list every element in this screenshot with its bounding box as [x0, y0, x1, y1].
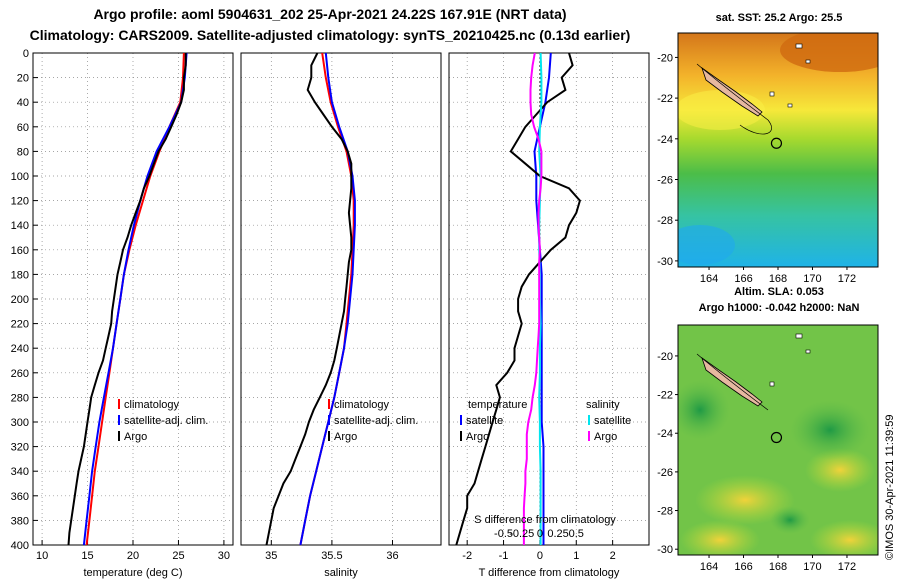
secondary-tick-label: 0.5 [569, 528, 584, 540]
y-tick-label: 40 [17, 97, 29, 109]
series-temperature-argo [455, 52, 582, 546]
x-tick-label: 0 [537, 550, 543, 562]
y-tick-label: 280 [11, 392, 29, 404]
legend-label-climatology: climatology [334, 399, 390, 411]
legend-label-argo: Argo [334, 431, 357, 443]
plot-frame [240, 52, 442, 546]
y-tick-label: 20 [17, 73, 29, 85]
x-tick-label: 25 [172, 550, 184, 562]
x-tick-label: 30 [218, 550, 230, 562]
sla-map-title-1: Altim. SLA: 0.053 [734, 286, 824, 298]
temperature-panel: 10 15 20 25 30020406080100120140160180200220… [11, 48, 234, 579]
map-lon-label: 172 [838, 273, 856, 285]
legend-title-temperature: temperature [468, 399, 527, 411]
x-axis-label: T difference from climatology [479, 567, 620, 579]
secondary-tick-label: -0.5 [494, 528, 513, 540]
difference-panel: T difference from climatology -2 -1 0 1 2 S di… [448, 52, 650, 579]
map-lat-label: -26 [657, 467, 673, 479]
x-tick-label: 35.5 [321, 550, 342, 562]
y-tick-label: 340 [11, 466, 29, 478]
y-tick-label: 320 [11, 442, 29, 454]
title-line-1: Argo profile: aoml 5904631_202 25-Apr-20… [93, 6, 567, 22]
salinity-panel: 35 35.5 36 salinity climatology satellite-adj… [240, 52, 442, 579]
legend-label-satellite: satellite-adj. clim. [124, 415, 208, 427]
map-lon-label: 166 [734, 273, 752, 285]
map-lat-label: -22 [657, 93, 673, 105]
y-tick-label: 240 [11, 343, 29, 355]
series-temperature-satellite [533, 52, 552, 545]
x-tick-label: 20 [127, 550, 139, 562]
y-tick-label: 260 [11, 368, 29, 380]
y-tick-label: 220 [11, 319, 29, 331]
y-tick-label: 60 [17, 122, 29, 134]
legend-title-salinity: salinity [586, 399, 620, 411]
map-lon-label: 170 [803, 561, 821, 573]
map-lon-label: 164 [700, 273, 718, 285]
map-lat-label: -24 [657, 134, 673, 146]
sst-map-title: sat. SST: 25.2 Argo: 25.5 [715, 12, 843, 24]
map-lat-label: -24 [657, 428, 673, 440]
y-tick-label: 380 [11, 515, 29, 527]
map-lon-label: 164 [700, 561, 718, 573]
x-axis-label: temperature (deg C) [83, 567, 182, 579]
x-tick-label: 1 [573, 550, 579, 562]
title-line-2: Climatology: CARS2009. Satellite-adjuste… [29, 27, 631, 43]
map-lon-label: 166 [734, 561, 752, 573]
legend-label-sal-argo: Argo [594, 431, 617, 443]
legend-label-satellite: satellite-adj. clim. [334, 415, 418, 427]
y-tick-label: 80 [17, 146, 29, 158]
argo-location-marker [770, 431, 783, 444]
map-lat-label: -30 [657, 256, 673, 268]
x-tick-label: -1 [499, 550, 509, 562]
legend-label-sal-satellite: satellite [594, 415, 631, 427]
x-axis-label: salinity [324, 567, 358, 579]
y-tick-label: 100 [11, 171, 29, 183]
secondary-tick-label: 0 [537, 528, 543, 540]
secondary-tick-label: -0.25 [509, 528, 534, 540]
x-tick-label: -2 [462, 550, 472, 562]
x-tick-label: 2 [610, 550, 616, 562]
x-tick-label: 10 [36, 550, 48, 562]
map-lat-label: -20 [657, 52, 673, 64]
x-tick-label: 36 [386, 550, 398, 562]
x-tick-label: 35 [265, 550, 277, 562]
y-tick-label: 120 [11, 196, 29, 208]
legend-label-climatology: climatology [124, 399, 180, 411]
sst-map: -20 -22 -24 -26 -28 -30 164 166 168 170 172 [657, 32, 879, 285]
y-tick-label: 400 [11, 540, 29, 552]
series-salinity-argo [522, 52, 543, 545]
series-argo [265, 52, 353, 546]
map-lat-label: -28 [657, 506, 673, 518]
series-satellite-adj-clim- [82, 52, 188, 546]
y-tick-label: 140 [11, 220, 29, 232]
map-lon-label: 170 [803, 273, 821, 285]
legend-label-temp-argo: Argo [466, 431, 489, 443]
map-lat-label: -28 [657, 215, 673, 227]
sla-map-title-2: Argo h1000: -0.042 h2000: NaN [698, 302, 860, 314]
y-tick-label: 160 [11, 245, 29, 257]
secondary-tick-label: 0.25 [547, 528, 568, 540]
series-satellite-adj-clim- [299, 52, 356, 546]
y-tick-label: 200 [11, 294, 29, 306]
map-lon-label: 172 [838, 561, 856, 573]
legend-label-argo: Argo [124, 431, 147, 443]
map-lon-label: 168 [769, 273, 787, 285]
y-tick-label: 360 [11, 491, 29, 503]
legend-label-temp-satellite: satellite [466, 415, 503, 427]
secondary-axis-label: S difference from climatology [474, 514, 616, 526]
argo-location-marker [770, 137, 783, 149]
y-tick-label: 0 [23, 48, 29, 60]
map-lat-label: -20 [657, 351, 673, 363]
x-tick-label: 15 [81, 550, 93, 562]
map-lat-label: -22 [657, 390, 673, 402]
map-lat-label: -30 [657, 544, 673, 556]
plot-frame [448, 52, 650, 546]
y-tick-label: 300 [11, 417, 29, 429]
series-argo [67, 53, 187, 546]
y-tick-label: 180 [11, 269, 29, 281]
map-lon-label: 168 [769, 561, 787, 573]
sla-map: -20 -22 -24 -26 -28 -30 164 166 168 170 172 [657, 324, 879, 573]
map-lat-label: -26 [657, 175, 673, 187]
